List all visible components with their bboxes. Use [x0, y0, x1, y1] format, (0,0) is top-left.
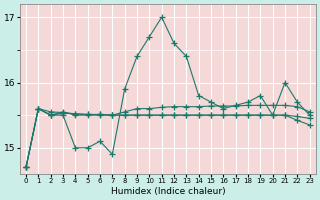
X-axis label: Humidex (Indice chaleur): Humidex (Indice chaleur) [110, 187, 225, 196]
